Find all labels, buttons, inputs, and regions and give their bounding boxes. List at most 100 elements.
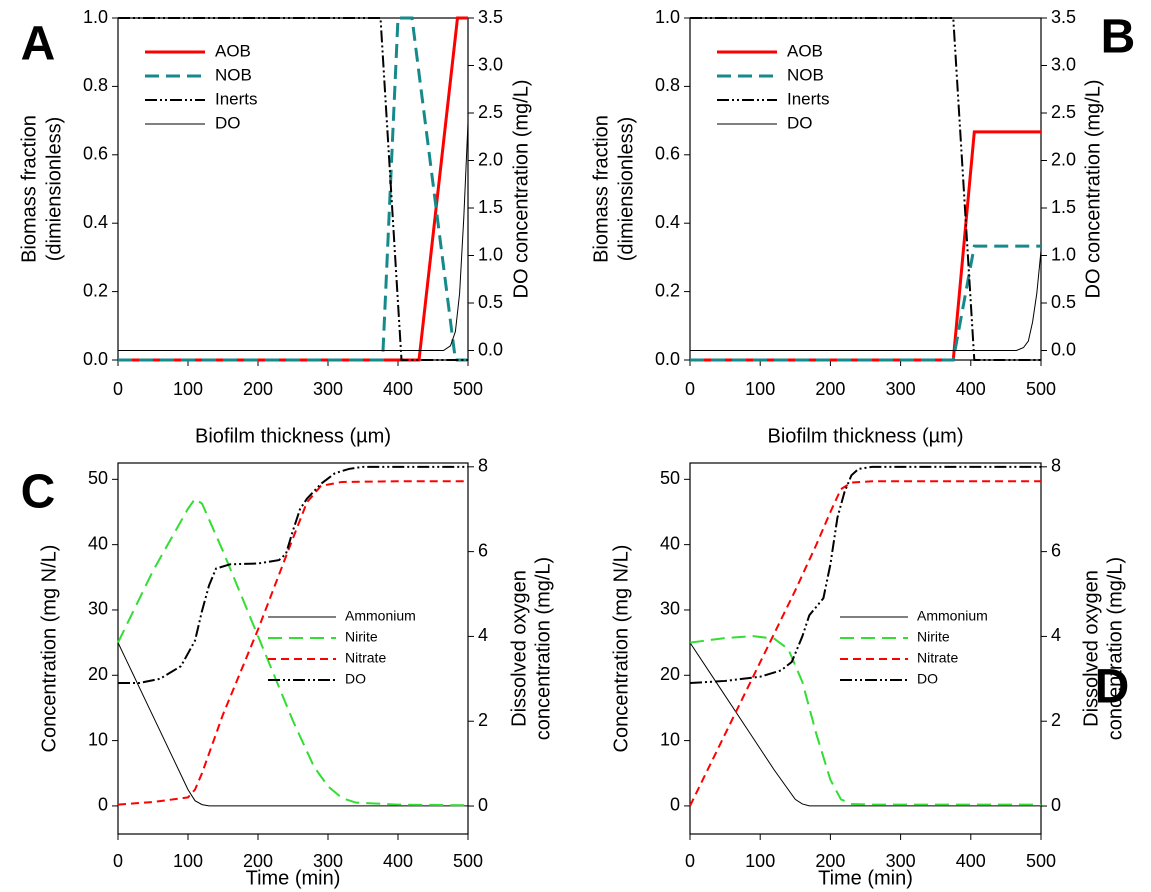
data-line bbox=[689, 635, 1041, 806]
y-tick-label: 0.6 bbox=[655, 144, 680, 164]
y-tick-label: 0.0 bbox=[655, 349, 680, 369]
y-tick-label: 40 bbox=[88, 533, 108, 553]
legend-label: Nirite bbox=[917, 629, 950, 645]
data-line bbox=[689, 465, 1041, 685]
data-line bbox=[689, 480, 1041, 807]
legend-label: DO bbox=[345, 671, 366, 687]
y2-tick-label: 4 bbox=[478, 625, 488, 645]
x-tick-label: 400 bbox=[383, 851, 413, 871]
y-tick-label: 0 bbox=[98, 795, 108, 815]
x-tick-label: 300 bbox=[313, 379, 343, 399]
x-tick-label: 500 bbox=[453, 851, 483, 871]
x-tick-label: 100 bbox=[173, 851, 203, 871]
y-tick-label: 0.8 bbox=[655, 75, 680, 95]
x-tick-label: 400 bbox=[383, 379, 413, 399]
x-axis-label: Biofilm thickness (µm) bbox=[195, 425, 391, 447]
panel-label: B bbox=[1101, 11, 1136, 64]
plot-frame bbox=[689, 17, 1042, 361]
x-tick-label: 300 bbox=[886, 851, 916, 871]
y-tick-label: 0.0 bbox=[83, 349, 108, 369]
y2-tick-label: 1.5 bbox=[478, 197, 503, 217]
x-tick-label: 300 bbox=[313, 851, 343, 871]
x-tick-label: 400 bbox=[956, 851, 986, 871]
y-tick-label: 0 bbox=[670, 795, 680, 815]
data-line bbox=[117, 480, 468, 806]
x-tick-label: 500 bbox=[453, 379, 483, 399]
x-tick-label: 200 bbox=[243, 379, 273, 399]
data-line bbox=[118, 16, 468, 362]
panel-label: D bbox=[1095, 661, 1130, 714]
y-tick-label: 1.0 bbox=[655, 7, 680, 27]
y-tick-label: 30 bbox=[660, 599, 680, 619]
y-tick-label: 0.2 bbox=[83, 280, 108, 300]
x-axis-label: Time (min) bbox=[818, 867, 913, 889]
y2-tick-label: 2.5 bbox=[1051, 102, 1076, 122]
y-tick-label: 50 bbox=[660, 468, 680, 488]
data-line bbox=[690, 17, 1041, 361]
y-tick-label: 10 bbox=[660, 729, 680, 749]
y2-tick-label: 0.0 bbox=[1051, 339, 1076, 359]
legend-label: Nirite bbox=[345, 629, 378, 645]
y2-tick-label: 8 bbox=[478, 456, 488, 476]
x-tick-label: 100 bbox=[173, 379, 203, 399]
x-tick-label: 200 bbox=[243, 851, 273, 871]
x-tick-label: 0 bbox=[685, 851, 695, 871]
x-tick-label: 300 bbox=[886, 379, 916, 399]
y-axis-label: Concentration (mg N/L) bbox=[38, 545, 60, 753]
y-axis-label: Biomass fraction bbox=[590, 115, 612, 263]
data-line bbox=[118, 465, 468, 685]
y-tick-label: 20 bbox=[660, 664, 680, 684]
y2-axis-label: concentration (mg/L) bbox=[1104, 557, 1126, 740]
y2-tick-label: 8 bbox=[1051, 456, 1061, 476]
y-tick-label: 0.6 bbox=[83, 144, 108, 164]
y2-tick-label: 0.0 bbox=[478, 339, 503, 359]
x-tick-label: 500 bbox=[1026, 851, 1056, 871]
x-tick-label: 0 bbox=[685, 379, 695, 399]
y2-tick-label: 2.0 bbox=[1051, 149, 1076, 169]
legend-label: Nitrate bbox=[917, 650, 958, 666]
y-tick-label: 50 bbox=[88, 468, 108, 488]
x-tick-label: 200 bbox=[815, 851, 845, 871]
y-tick-label: 20 bbox=[88, 664, 108, 684]
legend-label: DO bbox=[215, 113, 241, 132]
legend-label: Inerts bbox=[787, 89, 830, 108]
legend-label: Ammonium bbox=[917, 608, 988, 624]
y2-tick-label: 3.0 bbox=[1051, 54, 1076, 74]
x-tick-label: 400 bbox=[956, 379, 986, 399]
y-tick-label: 0.4 bbox=[83, 212, 108, 232]
data-line bbox=[689, 642, 1041, 807]
legend-label: AOB bbox=[215, 41, 251, 60]
y2-tick-label: 4 bbox=[1051, 625, 1061, 645]
x-tick-label: 100 bbox=[745, 851, 775, 871]
y2-tick-label: 2.5 bbox=[478, 102, 503, 122]
y-axis-label: (dimiensionless) bbox=[43, 117, 65, 262]
y2-tick-label: 3.0 bbox=[478, 54, 503, 74]
y-tick-label: 0.4 bbox=[655, 212, 680, 232]
y2-tick-label: 2.0 bbox=[478, 149, 503, 169]
plot-frame bbox=[689, 462, 1042, 835]
data-line bbox=[690, 130, 1041, 362]
x-tick-label: 0 bbox=[113, 379, 123, 399]
y2-tick-label: 6 bbox=[478, 540, 488, 560]
y2-tick-label: 2 bbox=[1051, 710, 1061, 730]
data-line bbox=[690, 250, 1042, 351]
y-tick-label: 10 bbox=[88, 729, 108, 749]
x-tick-label: 200 bbox=[815, 379, 845, 399]
x-tick-label: 100 bbox=[745, 379, 775, 399]
y-tick-label: 0.2 bbox=[655, 280, 680, 300]
plot-frame bbox=[117, 17, 469, 361]
data-line bbox=[117, 642, 468, 807]
y-axis-label: Concentration (mg N/L) bbox=[610, 545, 632, 753]
y2-tick-label: 3.5 bbox=[1051, 7, 1076, 27]
data-line bbox=[118, 16, 468, 362]
legend-label: NOB bbox=[215, 65, 252, 84]
y2-axis-label: concentration (mg/L) bbox=[532, 557, 554, 740]
y2-tick-label: 1.0 bbox=[1051, 244, 1076, 264]
plot-frame bbox=[117, 462, 469, 835]
x-axis-label: Time (min) bbox=[246, 867, 341, 889]
legend-label: AOB bbox=[787, 41, 823, 60]
y2-tick-label: 0.5 bbox=[478, 292, 503, 312]
y2-tick-label: 1.5 bbox=[1051, 197, 1076, 217]
x-tick-label: 500 bbox=[1026, 379, 1056, 399]
y2-axis-label: DO concentration (mg/L) bbox=[510, 80, 532, 299]
